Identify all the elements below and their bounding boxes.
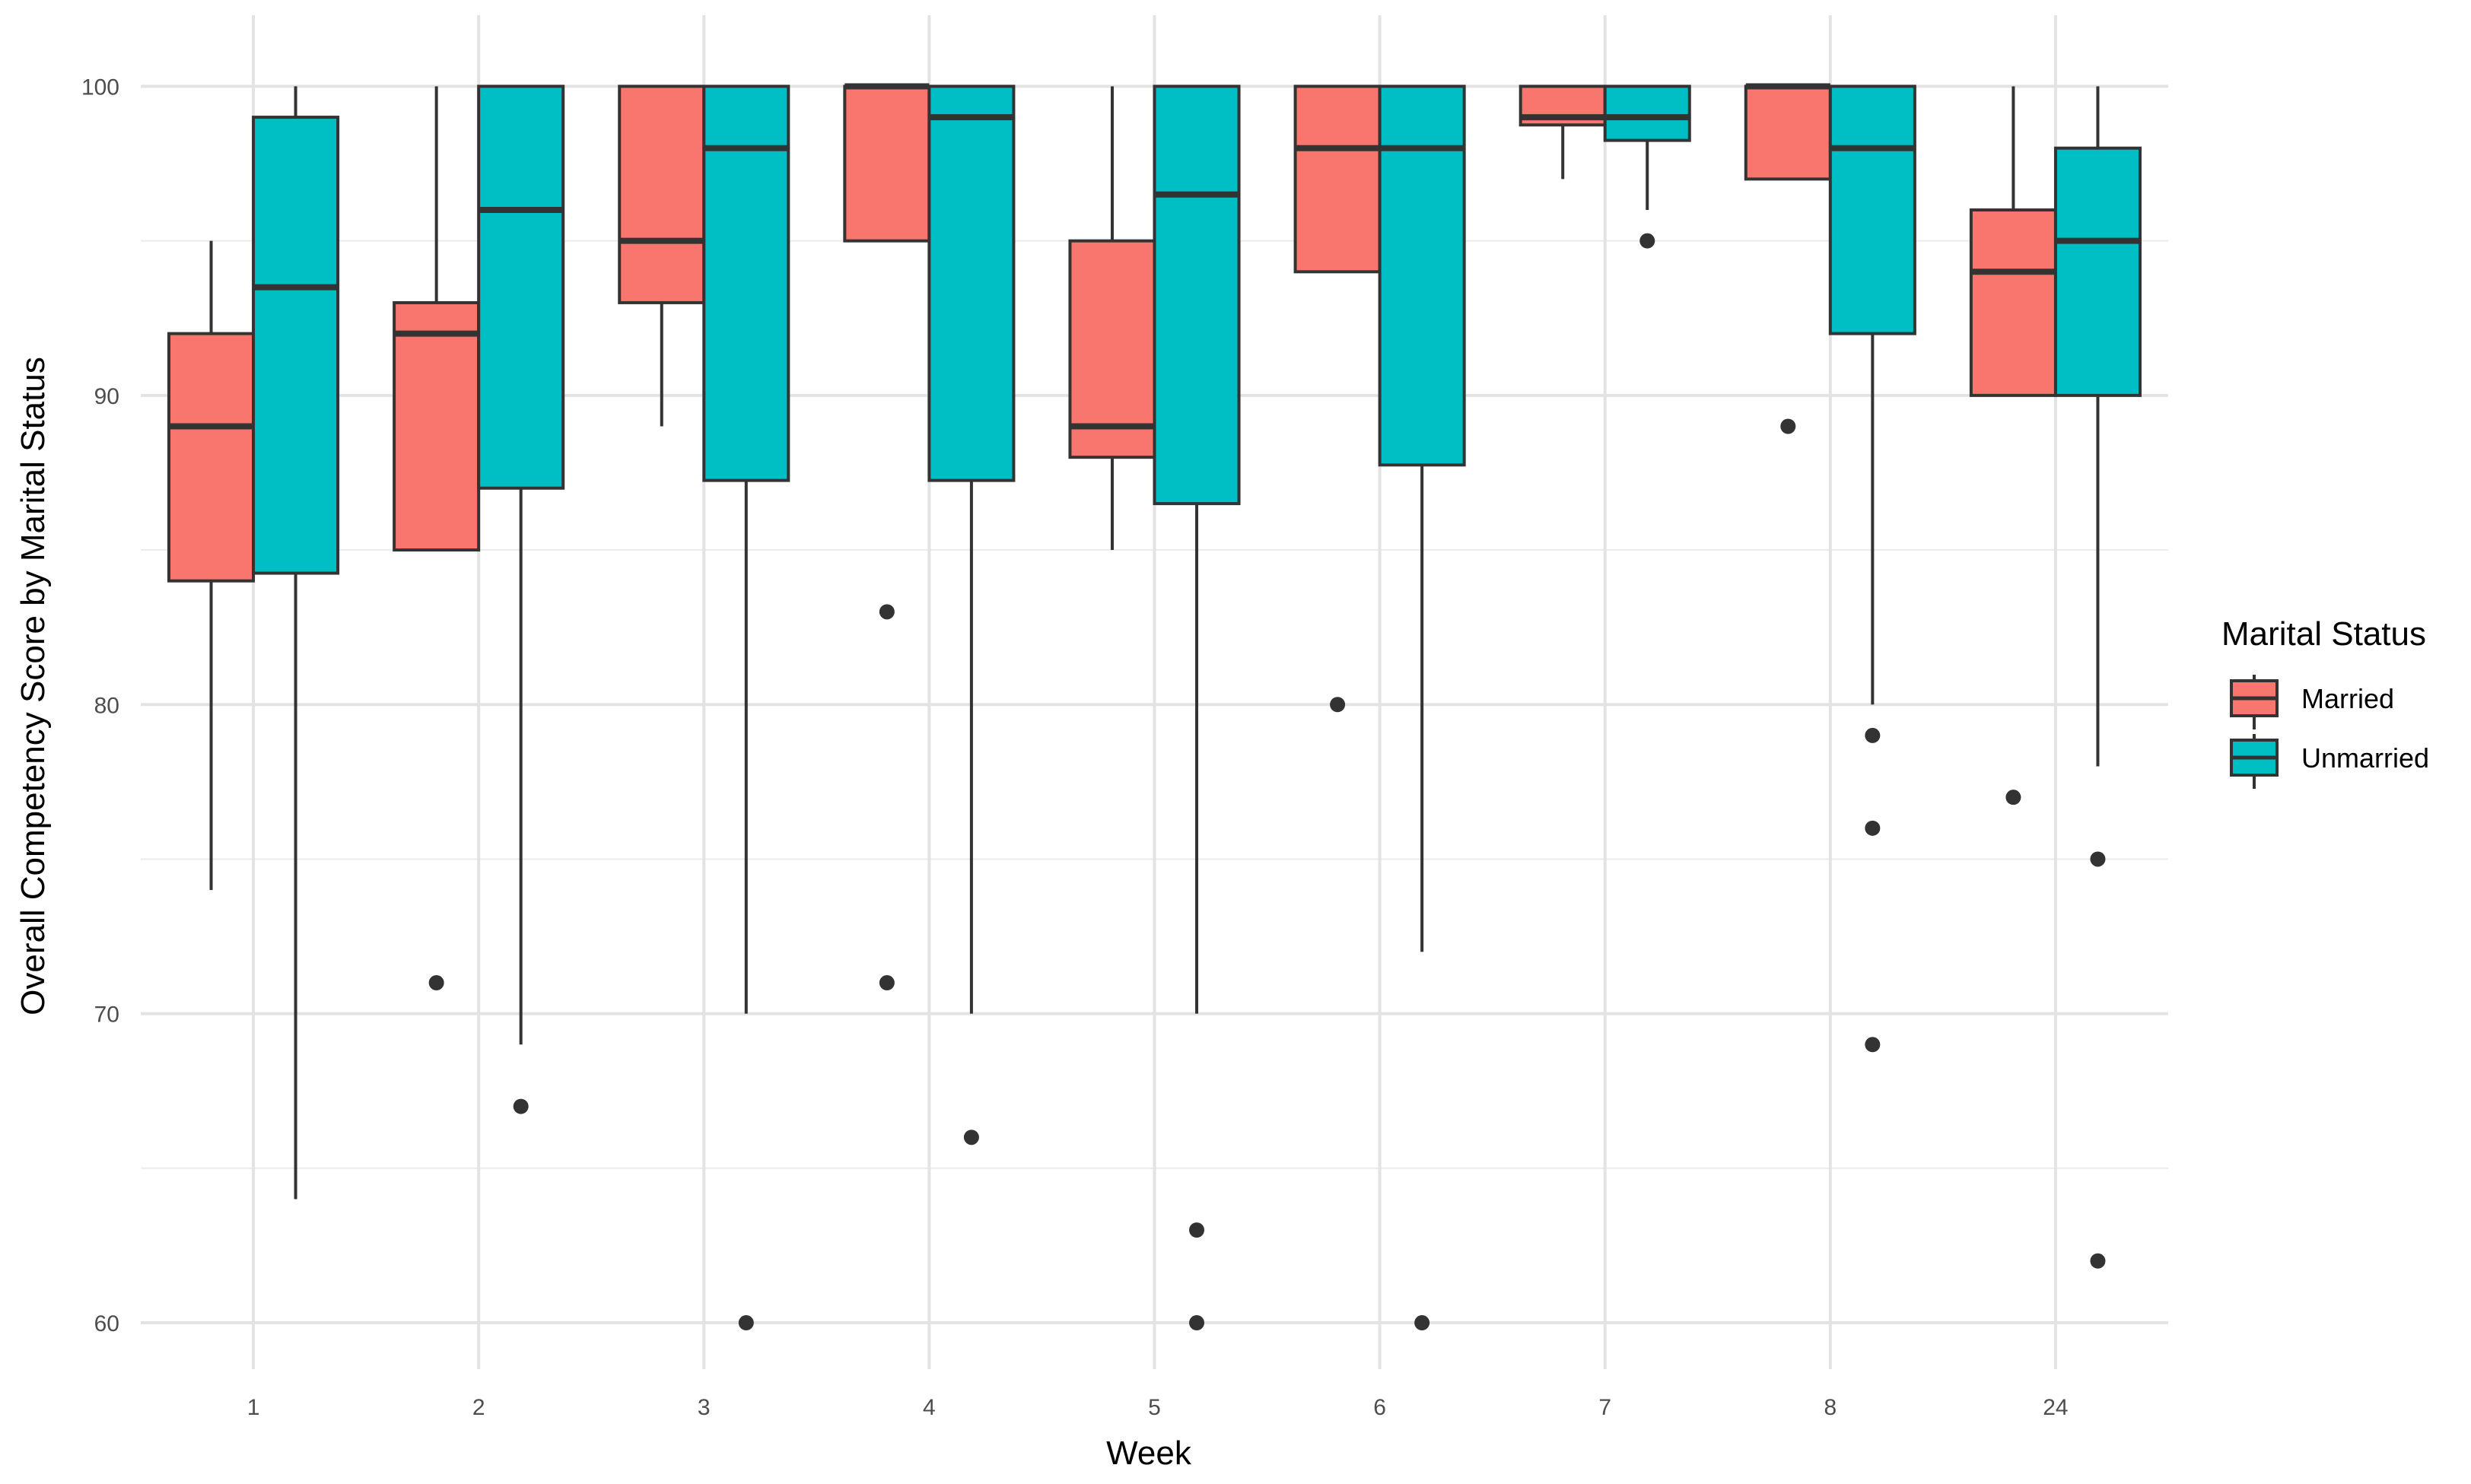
box-married-week-5 (1068, 86, 1156, 551)
box-iqr (927, 84, 1016, 482)
outlier-point (2090, 851, 2106, 867)
x-tick-label: 7 (1598, 1395, 1611, 1420)
box-married-week-6 (1293, 84, 1382, 713)
x-tick-labels: 1 2 3 4 5 6 7 8 24 (247, 1395, 2069, 1420)
x-tick-label: 2 (472, 1395, 485, 1420)
box-iqr (393, 300, 481, 552)
box-iqr (1744, 84, 1832, 181)
box-married-week-1 (167, 240, 256, 891)
box-iqr (1828, 84, 1916, 335)
outlier-point (428, 975, 444, 991)
box-iqr (618, 84, 706, 304)
box-iqr (1378, 84, 1466, 467)
box-iqr (1153, 84, 1241, 506)
legend-items: Married Unmarried (2230, 675, 2429, 789)
outlier-point (1865, 1037, 1881, 1053)
outlier-point (963, 1130, 979, 1146)
outlier-point (1780, 418, 1796, 434)
box-iqr (1969, 208, 2057, 397)
box-iqr (477, 84, 565, 490)
y-tick-label: 70 (94, 1003, 119, 1028)
legend-title: Marital Status (2221, 615, 2426, 653)
x-tick-label: 3 (698, 1395, 711, 1420)
legend-item-married: Married (2230, 675, 2394, 729)
outlier-point (2090, 1253, 2106, 1269)
box-unmarried-week-5 (1153, 84, 1241, 1331)
legend-label: Married (2301, 683, 2394, 714)
box-unmarried-week-2 (477, 84, 565, 1114)
box-iqr (1068, 239, 1156, 459)
outlier-point (1189, 1315, 1205, 1331)
box-married-week-2 (393, 86, 481, 991)
outlier-point (513, 1098, 529, 1114)
outlier-point (1189, 1222, 1205, 1238)
outlier-point (879, 975, 895, 991)
box-unmarried-week-24 (2053, 86, 2142, 1269)
x-tick-label: 8 (1824, 1395, 1837, 1420)
box-married-week-4 (843, 83, 931, 991)
x-tick-label: 4 (923, 1395, 936, 1420)
outlier-point (738, 1315, 754, 1331)
box-unmarried-week-1 (252, 86, 340, 1200)
y-tick-labels: 60 70 80 90 100 (81, 75, 119, 1336)
y-tick-label: 100 (81, 75, 119, 100)
box-unmarried-week-6 (1378, 84, 1466, 1331)
x-tick-label: 1 (247, 1395, 260, 1420)
outlier-point (1865, 820, 1881, 836)
outlier-point (1330, 697, 1346, 713)
outlier-point (1865, 727, 1881, 743)
x-tick-label: 6 (1373, 1395, 1386, 1420)
box-unmarried-week-7 (1603, 84, 1691, 249)
box-iqr (843, 84, 931, 243)
x-axis-title: Week (1106, 1435, 1192, 1472)
x-tick-label: 5 (1148, 1395, 1161, 1420)
legend: Marital Status Married Unmarried (2221, 615, 2429, 789)
box-iqr (1293, 84, 1382, 274)
box-married-week-8 (1744, 83, 1832, 434)
outlier-point (2005, 790, 2021, 806)
box-iqr (252, 116, 340, 575)
y-tick-label: 60 (94, 1311, 119, 1336)
box-unmarried-week-4 (927, 84, 1016, 1146)
y-tick-label: 80 (94, 693, 119, 718)
y-tick-label: 90 (94, 384, 119, 409)
box-iqr (2053, 146, 2142, 397)
box-iqr (702, 84, 790, 482)
outlier-point (1414, 1315, 1430, 1331)
box-iqr (167, 332, 256, 583)
box-unmarried-week-3 (702, 84, 790, 1331)
x-tick-label: 24 (2043, 1395, 2068, 1420)
box-unmarried-week-8 (1828, 84, 1916, 1053)
legend-label: Unmarried (2301, 742, 2429, 774)
outlier-point (1639, 233, 1655, 249)
box-layer (167, 83, 2142, 1331)
legend-item-unmarried: Unmarried (2230, 734, 2429, 789)
y-axis-title: Overall Competency Score by Marital Stat… (14, 357, 52, 1015)
outlier-point (879, 604, 895, 620)
box-iqr (1603, 84, 1691, 142)
